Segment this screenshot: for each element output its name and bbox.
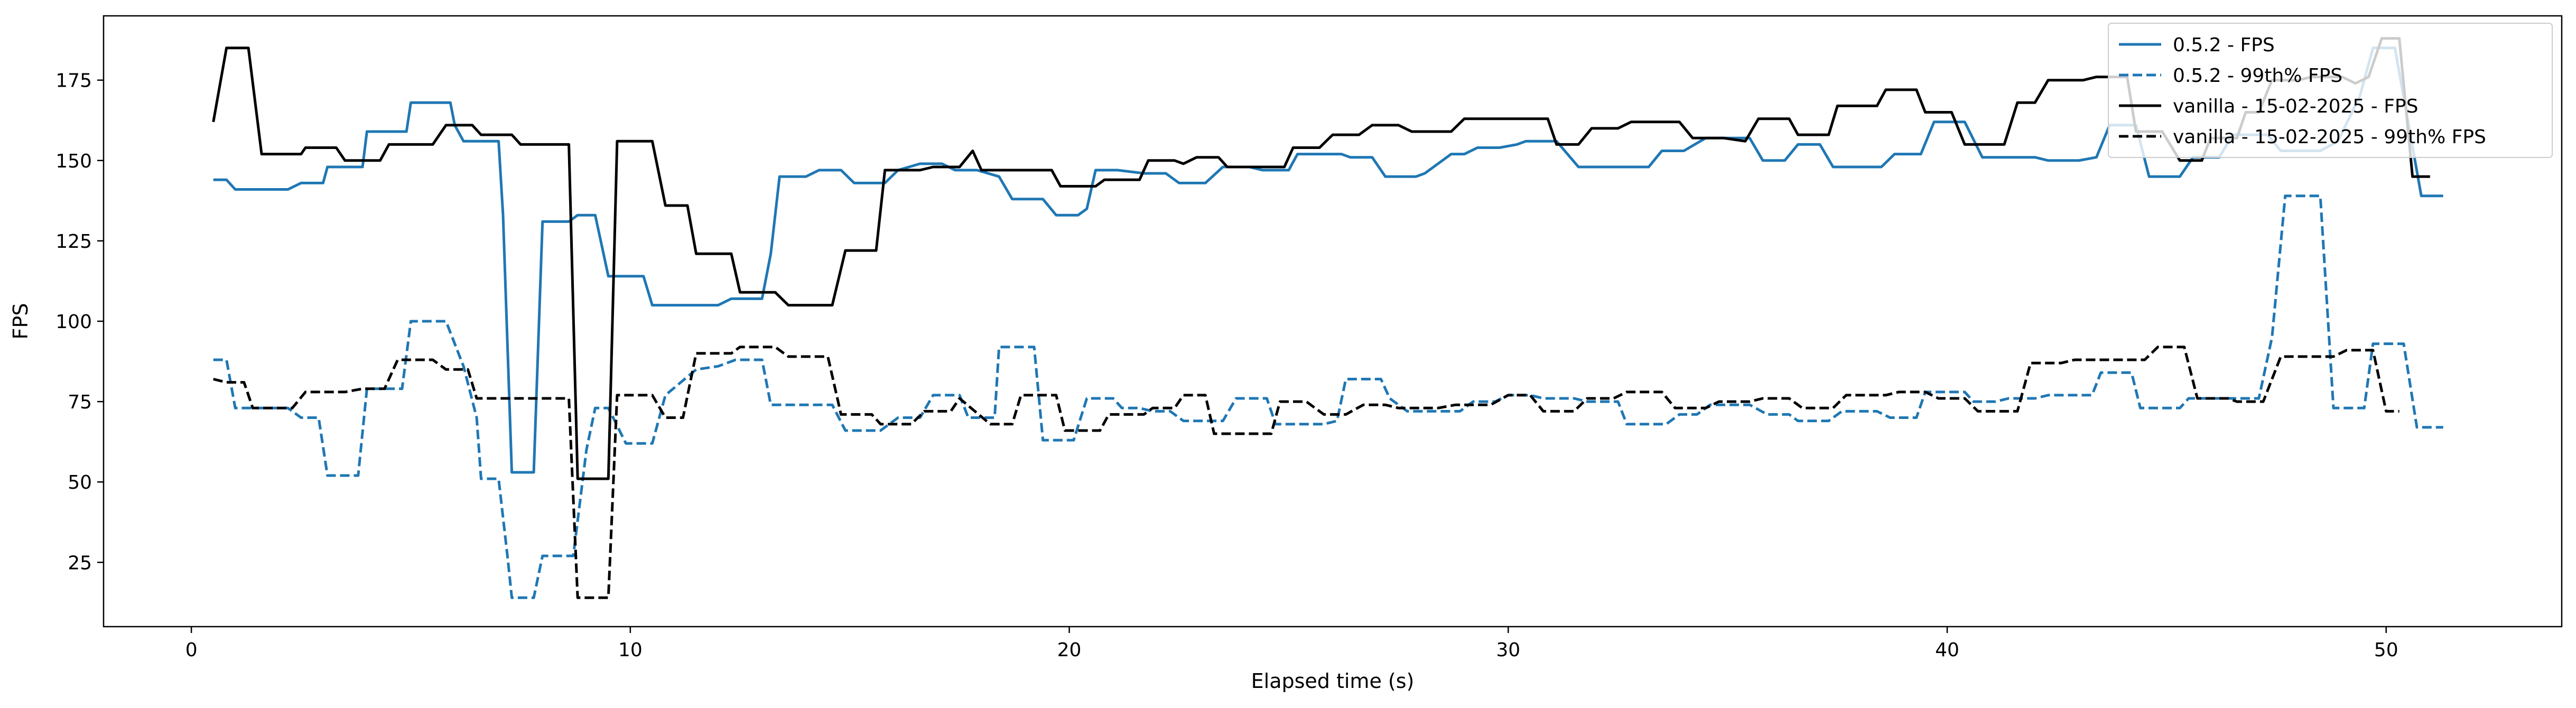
legend: 0.5.2 - FPS 0.5.2 - 99th% FPS vanilla - 15… (2108, 23, 2553, 158)
x-tick-label: 30 (1496, 639, 1520, 661)
y-tick-label: 175 (55, 70, 92, 92)
x-axis-label: Elapsed time (s) (1251, 669, 1415, 693)
series-line-3 (213, 346, 2400, 599)
x-tick-label: 0 (185, 639, 198, 661)
x-axis: 0 10 20 30 40 50 (185, 627, 2398, 661)
legend-label-3: vanilla - 15-02-2025 - 99th% FPS (2173, 126, 2486, 148)
y-tick-label: 100 (55, 311, 92, 333)
series-line-1 (213, 194, 2443, 599)
x-tick-label: 20 (1057, 639, 1082, 661)
y-tick-label: 150 (55, 151, 92, 172)
legend-label-2: vanilla - 15-02-2025 - FPS (2173, 96, 2418, 117)
legend-label-0: 0.5.2 - FPS (2173, 34, 2275, 56)
y-tick-label: 75 (68, 392, 92, 413)
y-axis: 25 50 75 100 125 150 175 (55, 70, 104, 574)
x-tick-label: 10 (618, 639, 643, 661)
legend-box (2108, 23, 2553, 158)
y-tick-label: 25 (68, 552, 92, 574)
y-tick-label: 125 (55, 231, 92, 253)
x-tick-label: 40 (1935, 639, 1959, 661)
legend-label-1: 0.5.2 - 99th% FPS (2173, 65, 2342, 87)
x-tick-label: 50 (2374, 639, 2398, 661)
y-axis-label: FPS (9, 303, 32, 340)
y-tick-label: 50 (68, 472, 92, 493)
